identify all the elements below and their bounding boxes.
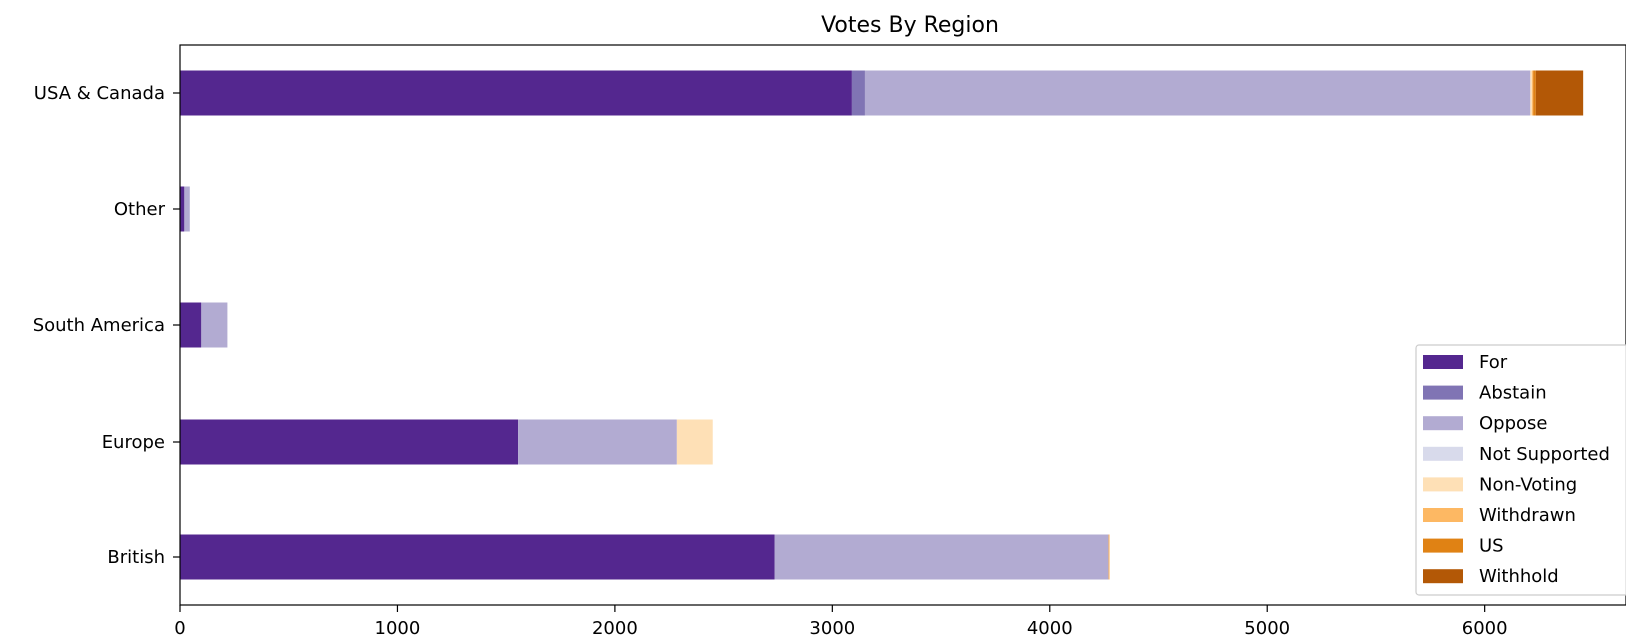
legend-swatch: [1423, 416, 1463, 431]
chart-title: Votes By Region: [821, 13, 999, 38]
bar-usa-canada-for: [180, 70, 852, 116]
legend-box: [1415, 344, 1626, 596]
plot-frame: [179, 44, 1626, 606]
bar-usa-canada-withdrawn: [1532, 70, 1534, 116]
legend-label: Abstain: [1479, 383, 1547, 404]
y-tick-label: Europe: [102, 432, 165, 453]
legend-swatch: [1423, 355, 1463, 369]
legend-swatch: [1423, 569, 1463, 584]
bar-europe-oppose: [518, 419, 677, 465]
legend-swatch: [1423, 508, 1463, 522]
y-tick-label: South America: [33, 315, 165, 336]
bar-other-oppose: [184, 186, 190, 232]
legend: For Abstain Oppose Not Supported Non-Voting W…: [1415, 344, 1626, 596]
legend-swatch: [1423, 385, 1463, 400]
legend-swatch: [1423, 446, 1463, 461]
legend-swatch: [1423, 538, 1463, 553]
x-axis: 0 1000 2000 3000 4000 5000 6000: [174, 605, 1508, 637]
legend-label: Oppose: [1479, 413, 1547, 434]
y-tick-label: USA & Canada: [34, 83, 165, 104]
bar-british-oppose: [774, 534, 1109, 580]
bar-usa-canada-abstain: [851, 70, 865, 116]
bar-other-for: [180, 186, 185, 232]
bar-usa-canada-oppose: [864, 70, 1531, 116]
bar-usa-canada-us: [1533, 70, 1536, 116]
bar-british-withdrawn: [1108, 534, 1110, 580]
legend-swatch: [1423, 477, 1463, 492]
x-tick-label: 6000: [1462, 618, 1508, 637]
bar-usa-canada-withhold: [1535, 70, 1584, 116]
legend-label: Withhold: [1479, 566, 1559, 587]
legend-label: Not Supported: [1479, 444, 1610, 465]
bars-layer: [180, 70, 1584, 580]
x-tick-label: 0: [174, 618, 185, 637]
y-tick-label: British: [107, 547, 165, 568]
x-tick-label: 1000: [375, 618, 421, 637]
bar-british-for: [180, 534, 775, 580]
y-tick-label: Other: [114, 199, 166, 220]
bar-europe-non-voting: [676, 419, 713, 465]
x-tick-label: 4000: [1027, 618, 1073, 637]
x-tick-label: 5000: [1244, 618, 1290, 637]
bar-south-america-for: [180, 302, 202, 348]
legend-label: Withdrawn: [1479, 505, 1576, 526]
bar-usa-canada-non-voting: [1530, 70, 1533, 116]
legend-label: Non-Voting: [1479, 474, 1577, 495]
legend-label: For: [1479, 352, 1508, 373]
y-axis: British Europe South America Other USA & Can…: [33, 83, 180, 568]
x-tick-label: 2000: [592, 618, 638, 637]
bar-south-america-oppose: [201, 302, 228, 348]
bar-europe-for: [180, 419, 519, 465]
legend-label: US: [1479, 536, 1504, 557]
x-tick-label: 3000: [809, 618, 855, 637]
